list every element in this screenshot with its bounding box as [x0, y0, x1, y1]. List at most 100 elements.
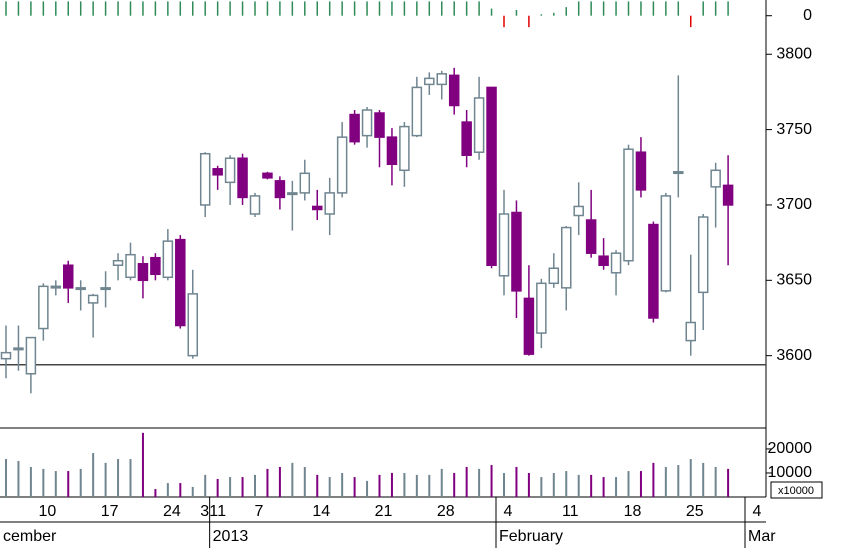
volume-bar	[154, 489, 157, 497]
x-tick-label: 14	[312, 503, 330, 520]
candle-body	[536, 282, 547, 334]
multiplier-box	[770, 481, 823, 499]
candle-body	[25, 336, 37, 375]
volume-bar	[552, 472, 555, 497]
volume-bar	[590, 474, 593, 497]
candle-body	[448, 74, 460, 107]
x-tick-label: 1	[217, 503, 226, 520]
candle-body	[635, 151, 647, 191]
candle-body	[237, 157, 248, 199]
volume-bar	[689, 459, 692, 497]
volume-bar	[515, 466, 518, 497]
candle-body	[511, 211, 522, 292]
candle-body	[424, 77, 435, 86]
candle-body	[38, 285, 49, 330]
volume-bar	[727, 468, 730, 497]
volume-bar	[179, 483, 182, 497]
volume-bar	[615, 477, 618, 497]
y-tick-label: 10000	[768, 464, 813, 481]
y-tick-label: 3700	[776, 196, 812, 213]
volume-bar	[602, 477, 605, 497]
volume-bar	[527, 472, 530, 497]
candle-body	[0, 351, 12, 360]
period-label: cember	[3, 528, 57, 545]
volume-bar	[702, 462, 705, 497]
volume-bar	[664, 466, 667, 497]
period-label: Mar	[748, 528, 776, 545]
candle-body	[125, 253, 136, 279]
volume-bar	[677, 465, 680, 497]
x-tick-label: 18	[624, 503, 642, 520]
volume-bar	[415, 474, 418, 497]
x-tick-label: 17	[101, 503, 119, 520]
volume-bar	[478, 468, 481, 497]
volume-bar	[5, 459, 7, 497]
candle-body	[137, 262, 149, 282]
volume-bar	[428, 474, 431, 497]
y-tick-label: 3650	[776, 272, 812, 289]
volume-bar	[303, 466, 306, 497]
volume-bar	[503, 472, 505, 497]
volume-bar	[390, 472, 393, 497]
candle-body	[312, 205, 323, 211]
volume-bar	[378, 474, 381, 497]
volume-bar	[577, 474, 580, 497]
candle-body	[411, 86, 423, 137]
volume-bar	[191, 486, 194, 497]
candle-body	[623, 148, 634, 262]
candle-body	[150, 256, 161, 276]
candle-body	[175, 238, 186, 327]
volume-bar	[42, 468, 45, 497]
candle-body	[523, 297, 535, 355]
candle-body	[13, 347, 24, 351]
candle-body	[75, 287, 86, 291]
candle-body	[710, 169, 721, 188]
x-tick-label: 21	[375, 503, 393, 520]
candle-body	[374, 112, 385, 138]
volume-bar	[328, 477, 331, 497]
volume-bar	[254, 474, 256, 497]
y-tick-label: 20000	[768, 440, 813, 457]
volume-bar	[639, 471, 642, 497]
candle-body	[187, 293, 198, 357]
volume-bar	[366, 480, 369, 497]
volume-bar	[266, 468, 269, 497]
volume-bar	[29, 466, 32, 497]
candle-body	[224, 157, 236, 184]
candle-body	[274, 180, 286, 199]
candle-body	[585, 219, 597, 254]
candle-body	[324, 192, 335, 215]
candle-body	[722, 184, 734, 206]
volume-bar	[465, 466, 468, 497]
candle-body	[561, 226, 572, 289]
candle-body	[349, 113, 360, 143]
volume-bar	[92, 453, 95, 497]
candle-body	[199, 152, 211, 206]
x-tick-label: 7	[255, 503, 264, 520]
volume-bar	[166, 483, 169, 497]
volume-bar	[714, 466, 717, 497]
multiplier-label: x10000	[778, 485, 814, 497]
candle-body	[262, 172, 273, 179]
candle-body	[100, 287, 111, 291]
candle-body	[436, 73, 447, 86]
candle-body	[598, 255, 609, 266]
y-tick-label: 0	[803, 7, 812, 24]
volume-bar	[316, 474, 319, 497]
volume-bar	[141, 432, 144, 497]
candle-body	[162, 240, 174, 279]
candle-body	[50, 285, 62, 289]
volume-bar	[241, 477, 244, 497]
x-tick-label: 11	[562, 503, 579, 520]
candle-body	[685, 321, 696, 342]
candle-body	[648, 223, 659, 319]
volume-bar	[17, 460, 20, 497]
volume-bar	[627, 471, 630, 497]
volume-bar	[453, 472, 456, 497]
period-label: February	[499, 528, 563, 545]
candle-body	[112, 259, 124, 266]
x-tick-label: 10	[38, 503, 56, 520]
candle-body	[249, 195, 261, 215]
candle-body	[386, 136, 398, 166]
x-tick-label: 25	[686, 503, 704, 520]
